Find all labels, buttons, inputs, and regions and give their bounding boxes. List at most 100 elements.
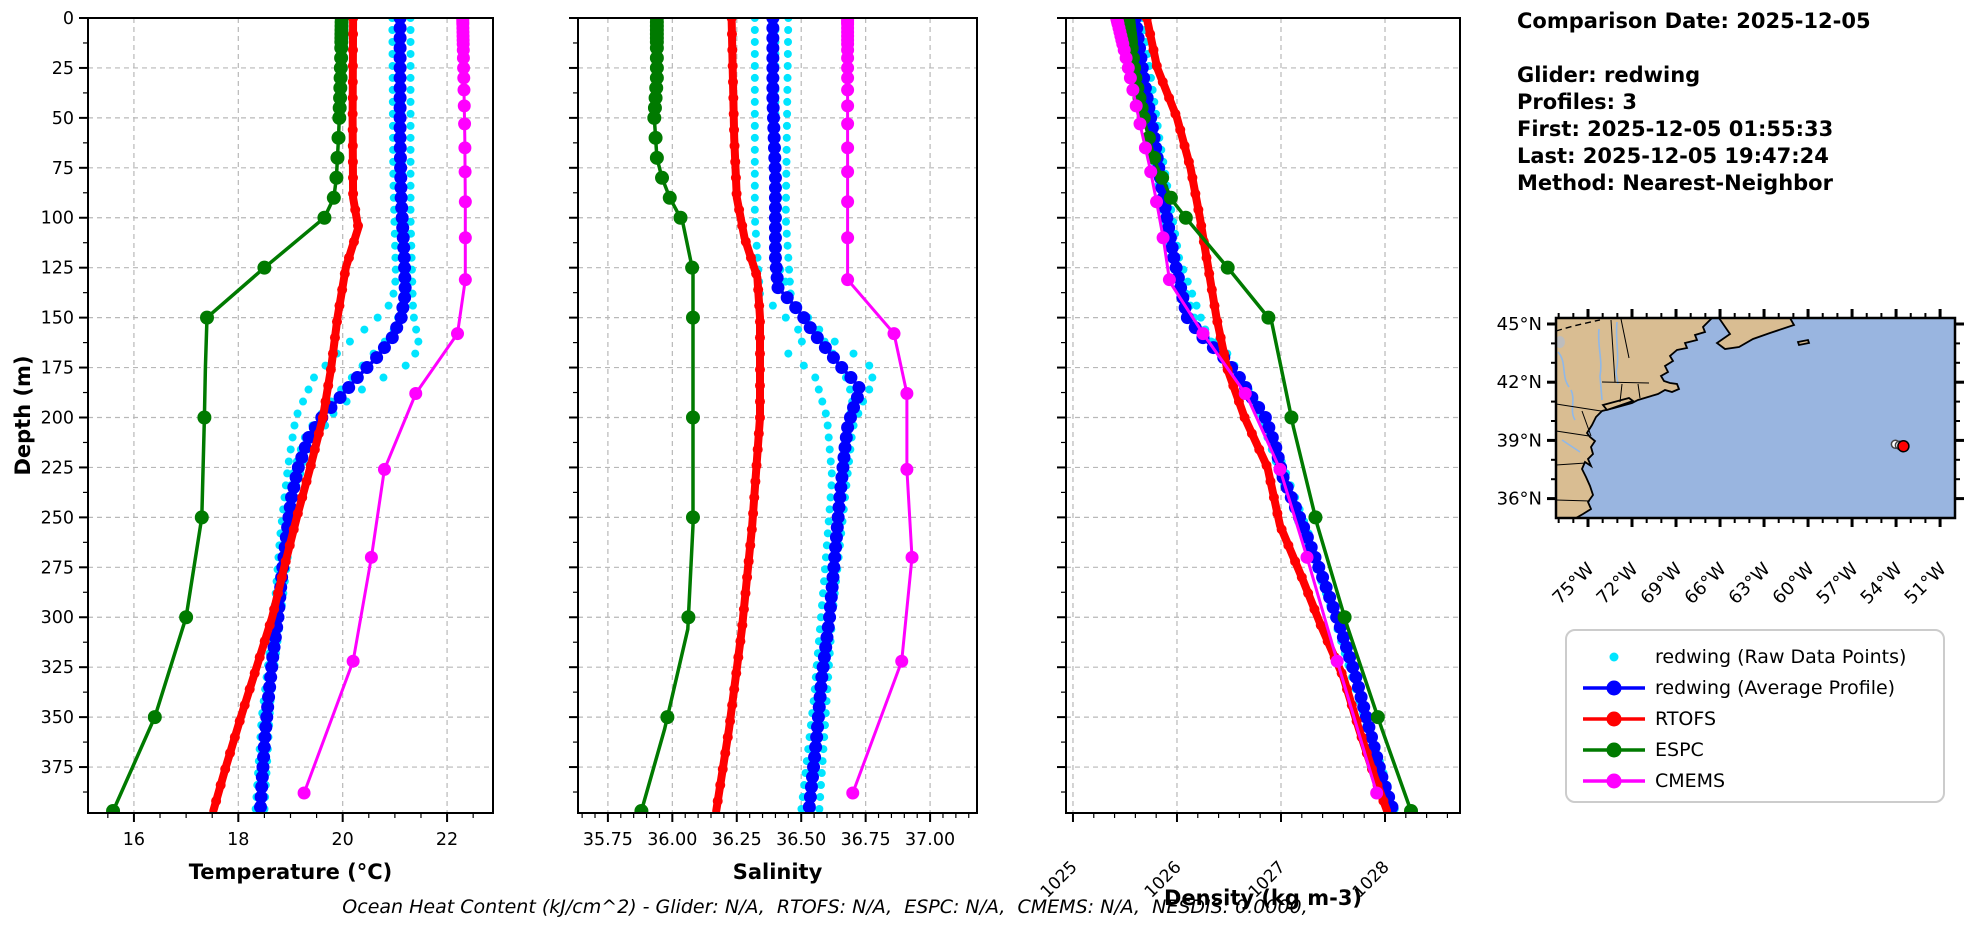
map-lon-label: 51°W [1901, 559, 1951, 609]
espc-markers [106, 18, 349, 813]
temperature-axis-label: Temperature (°C) [189, 860, 392, 884]
y-tick-label: 300 [41, 608, 74, 628]
y-tick-label: 125 [41, 259, 74, 279]
map-lat-label: 39°N [1497, 430, 1542, 451]
map-ticks [1547, 309, 1964, 527]
legend-item: redwing (Raw Data Points) [1573, 641, 1943, 672]
legend-label: CMEMS [1655, 769, 1726, 792]
x-tick-label: 35.75 [583, 830, 633, 850]
cmems-markers [1110, 18, 1384, 800]
map-lat-label: 36°N [1497, 489, 1542, 510]
x-axis: 16 18 20 22 [107, 813, 474, 850]
raw-scatter-2 [771, 18, 857, 813]
x-tick-label: 36.75 [841, 830, 891, 850]
average-profile-markers [1128, 18, 1399, 813]
info-line-4: First: 2025-12-05 01:55:33 [1517, 117, 1834, 141]
caption: Ocean Heat Content (kJ/cm^2) - Glider: N… [342, 896, 1308, 918]
map-lon-label: 69°W [1637, 559, 1687, 609]
x-tick-label: 36.50 [776, 830, 826, 850]
map-lon-label: 63°W [1725, 559, 1775, 609]
y-tick-label: 150 [41, 309, 74, 329]
line-marker-icon [1583, 680, 1645, 695]
x-tick-label: 36.25 [712, 830, 762, 850]
y-tick-label: 50 [52, 109, 74, 129]
y-tick-label: 350 [41, 708, 74, 728]
espc-line [111, 18, 344, 813]
average-profile-markers [253, 18, 412, 813]
espc-markers [1121, 18, 1419, 813]
rtofs-markers [712, 18, 765, 807]
axes-frame [577, 17, 978, 814]
y-axis [569, 17, 578, 793]
map-lon-label: 60°W [1769, 559, 1819, 609]
state-borders [1556, 318, 1650, 502]
legend-label: RTOFS [1655, 707, 1717, 730]
y-tick-label: 0 [63, 9, 74, 29]
info-line-2: Glider: redwing [1517, 63, 1701, 87]
x-tick-label: 18 [227, 830, 249, 850]
y-tick-label: 75 [52, 159, 74, 179]
y-tick-label: 275 [41, 558, 74, 578]
y-axis: 0 25 50 75 100 125 150 175 200 225 250 275 300 325 350… [41, 9, 88, 793]
land-coastline [1556, 318, 1811, 518]
legend-label: redwing (Raw Data Points) [1655, 645, 1907, 668]
map-inset: 45°N 42°N 39°N 36°N 75°W72°W69°W66°W63°W60°W… [1497, 309, 1964, 609]
y-tick-label: 100 [41, 209, 74, 229]
y-tick-label: 25 [52, 59, 74, 79]
salinity-axis-label: Salinity [733, 860, 823, 884]
axes-frame [87, 17, 494, 814]
lake [1556, 336, 1565, 348]
y-tick-label: 250 [41, 508, 74, 528]
legend-item: RTOFS [1573, 703, 1943, 734]
axes-frame [1065, 17, 1461, 814]
x-tick-label: 22 [436, 830, 458, 850]
legend-label: redwing (Average Profile) [1655, 676, 1896, 699]
info-line-1 [1517, 35, 1871, 62]
line-marker-icon [1583, 742, 1645, 757]
map-lat-label: 42°N [1497, 372, 1542, 393]
map-lat-label: 45°N [1497, 314, 1542, 335]
country-border-dashed [1556, 319, 1601, 332]
y-tick-label: 175 [41, 359, 74, 379]
x-tick-label: 36.00 [647, 830, 697, 850]
info-line-0: Comparison Date: 2025-12-05 [1517, 9, 1871, 33]
cmems-markers [297, 18, 472, 800]
cmems-markers [841, 18, 919, 800]
y-tick-label: 375 [41, 758, 74, 778]
rtofs-markers [211, 18, 363, 807]
legend: redwing (Raw Data Points) redwing (Averag… [1565, 629, 1945, 803]
y-tick-label: 325 [41, 658, 74, 678]
info-panel: Comparison Date: 2025-12-05 Glider: redwi… [1517, 8, 1871, 197]
glider-position-marker [1890, 439, 1910, 453]
y-tick-label: 200 [41, 408, 74, 428]
y-axis [1057, 17, 1066, 793]
rivers [1557, 321, 1619, 453]
depth-axis-label: Depth (m) [11, 355, 35, 475]
density-axis-label: Density (kg m-3) [1164, 886, 1362, 910]
scatter-marker-icon [1609, 652, 1619, 661]
x-axis: 35.75 36.00 36.25 36.50 36.75 37.00 [581, 813, 970, 850]
legend-label: ESPC [1655, 738, 1704, 761]
x-tick-label: 37.00 [905, 830, 955, 850]
x-tick-label: 20 [332, 830, 354, 850]
line-marker-icon [1583, 773, 1645, 788]
map-lon-label: 72°W [1593, 559, 1643, 609]
legend-item: CMEMS [1573, 765, 1943, 796]
map-lon-label: 66°W [1681, 559, 1731, 609]
info-line-5: Last: 2025-12-05 19:47:24 [1517, 144, 1829, 168]
legend-item: redwing (Average Profile) [1573, 672, 1943, 703]
info-line-3: Profiles: 3 [1517, 90, 1638, 114]
map-lon-label: 57°W [1813, 559, 1863, 609]
average-profile-markers [766, 18, 866, 813]
salinity-plot: 35.75 36.00 36.25 36.50 36.75 37.00 Salinity [569, 17, 978, 884]
info-line-6: Method: Nearest-Neighbor [1517, 171, 1833, 195]
map-frame [1554, 316, 1957, 520]
legend-item: ESPC [1573, 734, 1943, 765]
line-marker-icon [1583, 711, 1645, 726]
map-lon-label: 75°W [1549, 559, 1599, 609]
y-tick-label: 225 [41, 458, 74, 478]
espc-markers [634, 18, 700, 813]
